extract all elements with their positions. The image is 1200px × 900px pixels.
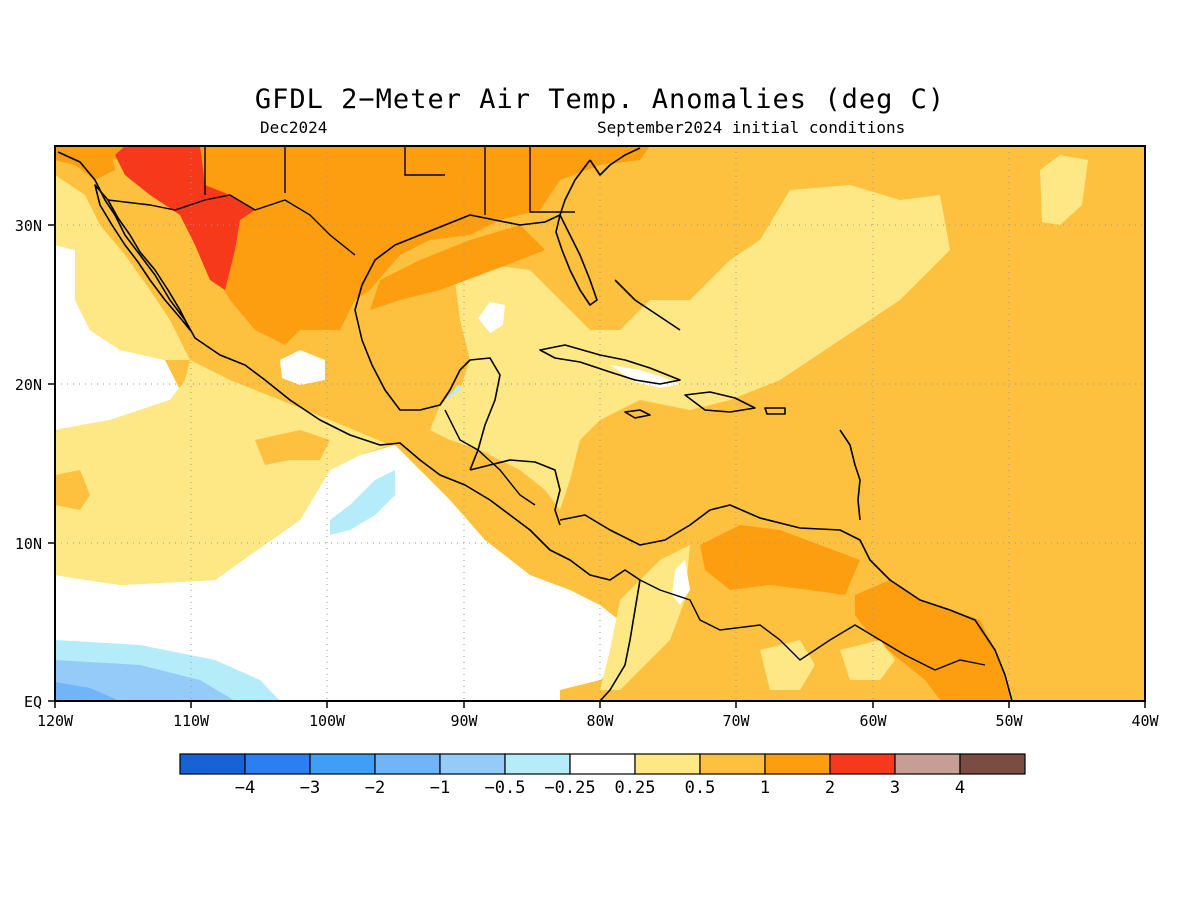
colorbar-swatch bbox=[309, 753, 376, 775]
colorbar-swatch bbox=[504, 753, 571, 775]
colorbar-label: −1 bbox=[430, 778, 450, 798]
colorbar-swatch bbox=[894, 753, 961, 775]
colorbar-swatch bbox=[179, 753, 246, 775]
puerto-rico bbox=[764, 407, 786, 415]
us-state-borders bbox=[204, 146, 575, 215]
colorbar-label: 0.5 bbox=[685, 778, 716, 798]
cold-patch-central bbox=[330, 470, 395, 535]
colombia-neutral-patch bbox=[672, 560, 690, 605]
baja-weak-warm bbox=[55, 175, 190, 360]
guiana-strong-warm bbox=[855, 580, 1010, 700]
colder-band-southwest bbox=[55, 660, 235, 701]
colorbar-swatch bbox=[764, 753, 831, 775]
colorbar-label: −0.5 bbox=[485, 778, 526, 798]
amazon-weak-warm-patch bbox=[760, 640, 815, 690]
x-tick-label: 60W bbox=[859, 712, 887, 730]
y-tick-label: 10N bbox=[15, 535, 42, 553]
colorbar-legend: −4 −3 −2 −1 −0.5 −0.25 0.25 0.5 1 2 3 4 bbox=[179, 753, 1026, 798]
y-tick-label: 30N bbox=[15, 217, 42, 235]
colorbar-swatch bbox=[959, 753, 1026, 775]
colorbar-swatch bbox=[829, 753, 896, 775]
colorbar-swatch bbox=[634, 753, 701, 775]
atlantic-weak-warm-north bbox=[1040, 155, 1088, 225]
northwest-strong-warm-pocket bbox=[55, 146, 115, 180]
pacific-neutral-region bbox=[55, 245, 180, 430]
y-tick-label: EQ bbox=[24, 693, 42, 711]
x-tick-label: 120W bbox=[37, 712, 74, 730]
cuba-neutral bbox=[610, 365, 680, 388]
gulf-coast-warm bbox=[370, 225, 545, 310]
axis-ticks bbox=[48, 224, 1146, 708]
colorbar-swatch bbox=[244, 753, 311, 775]
colorbar-label: −0.25 bbox=[544, 778, 595, 798]
anomaly-fill-layer bbox=[55, 146, 1145, 701]
lesser-antilles bbox=[839, 429, 861, 521]
south-america-borders bbox=[639, 579, 986, 671]
gulf-of-mexico-coast bbox=[354, 159, 591, 471]
florida-peninsula bbox=[555, 214, 598, 306]
mexico-very-strong-warm bbox=[115, 146, 255, 290]
jamaica bbox=[624, 409, 651, 419]
colorbar-label: −2 bbox=[365, 778, 385, 798]
y-tick-label: 20N bbox=[15, 376, 42, 394]
colorbar-label: 4 bbox=[955, 778, 965, 798]
x-tick-label: 80W bbox=[586, 712, 614, 730]
us-mexico-border bbox=[107, 194, 356, 256]
baja-california bbox=[94, 184, 191, 331]
us-atlantic-coast bbox=[589, 147, 641, 176]
cuba bbox=[539, 344, 681, 385]
x-tick-label: 100W bbox=[309, 712, 346, 730]
hispaniola bbox=[684, 391, 756, 413]
south-america-north-coast bbox=[559, 504, 1013, 701]
colorbar-swatch bbox=[374, 753, 441, 775]
coldest-patch-southwest bbox=[55, 682, 120, 701]
gridlines bbox=[55, 146, 1145, 701]
coastlines bbox=[57, 147, 1013, 701]
colorbar-label: −4 bbox=[235, 778, 255, 798]
amazon-weak-warm-patch-2 bbox=[840, 640, 895, 680]
colorbar-label: 2 bbox=[825, 778, 835, 798]
pacific-coastal-warm bbox=[55, 470, 90, 510]
initial-conditions-label: September2024 initial conditions bbox=[597, 118, 906, 137]
bahamas bbox=[614, 279, 681, 331]
political-borders bbox=[107, 146, 986, 671]
gulf-neutral-patch bbox=[478, 302, 505, 333]
colorbar-label: 0.25 bbox=[615, 778, 656, 798]
y-axis-labels: EQ 10N 20N 30N bbox=[15, 217, 42, 711]
baja-neutral-patch bbox=[280, 350, 325, 385]
x-tick-label: 110W bbox=[173, 712, 210, 730]
colorbar-label: 3 bbox=[890, 778, 900, 798]
north-america-pacific-coast bbox=[57, 151, 641, 701]
colorbar-label: −3 bbox=[300, 778, 320, 798]
x-axis-labels: 120W 110W 100W 90W 80W 70W 60W 50W 40W bbox=[37, 712, 1160, 730]
x-tick-label: 50W bbox=[995, 712, 1023, 730]
colorbar-swatch bbox=[699, 753, 766, 775]
colombia-weak-warm bbox=[600, 545, 690, 690]
pacific-neutral-south bbox=[55, 445, 630, 701]
pacific-weak-warm-belt bbox=[55, 360, 390, 585]
forecast-month: Dec2024 bbox=[260, 118, 328, 137]
gulf-weak-warm bbox=[430, 185, 950, 510]
x-tick-label: 70W bbox=[722, 712, 750, 730]
colorbar-label: 1 bbox=[760, 778, 770, 798]
map-title: GFDL 2−Meter Air Temp. Anomalies (deg C) bbox=[254, 84, 946, 115]
mexico-pacific-warm bbox=[255, 430, 330, 465]
colorbar-swatch bbox=[439, 753, 506, 775]
x-tick-label: 90W bbox=[450, 712, 478, 730]
colorbar-swatch bbox=[569, 753, 636, 775]
x-tick-label: 40W bbox=[1131, 712, 1159, 730]
central-america-borders bbox=[444, 409, 536, 506]
